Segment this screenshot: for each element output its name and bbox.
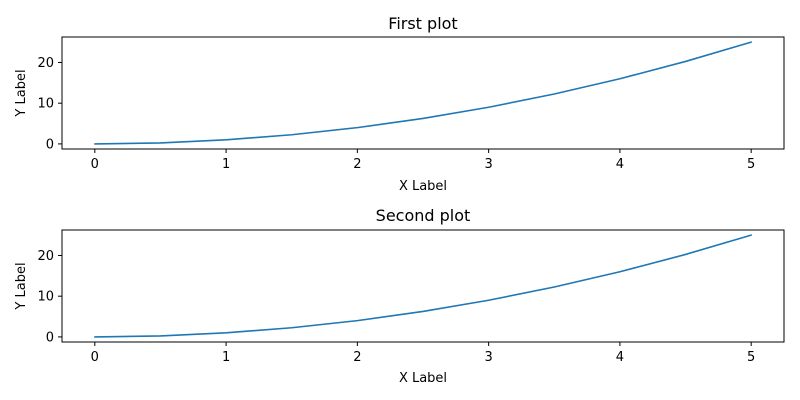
series-line (94, 234, 752, 338)
chart-title: Second plot (376, 206, 471, 225)
x-tick-label: 3 (484, 350, 492, 365)
x-tick-label: 2 (353, 350, 361, 365)
y-tick-label: 20 (37, 249, 54, 264)
x-tick-label: 4 (616, 350, 624, 365)
x-tick-label: 4 (616, 157, 624, 172)
y-axis-label: Y Label (14, 262, 29, 310)
tick-group: 0 1 2 3 4 5 0 10 20 (37, 56, 755, 172)
x-axis-label: X Label (399, 371, 447, 386)
x-tick-label: 1 (222, 157, 230, 172)
y-tick-label: 10 (37, 290, 54, 305)
chart-title: First plot (388, 14, 457, 33)
y-tick-label: 10 (37, 97, 54, 112)
x-tick-label: 5 (747, 350, 755, 365)
series-line (94, 41, 752, 145)
subplot-second: Second plot X Label Y Label 0 1 2 3 4 5 0 10 20 (14, 206, 785, 386)
y-tick-label: 20 (37, 56, 54, 71)
x-tick-label: 0 (91, 350, 99, 365)
x-tick-label: 3 (484, 157, 492, 172)
axes-frame (61, 229, 785, 343)
y-axis-label: Y Label (14, 69, 29, 117)
axes-frame (61, 36, 785, 150)
tick-group: 0 1 2 3 4 5 0 10 20 (37, 249, 755, 365)
y-tick-label: 0 (46, 330, 54, 345)
x-tick-label: 1 (222, 350, 230, 365)
subplot-first: First plot X Label Y Label 0 1 2 3 4 5 0 10 20 (14, 14, 785, 194)
x-tick-label: 0 (91, 157, 99, 172)
y-tick-label: 0 (46, 137, 54, 152)
x-axis-label: X Label (399, 179, 447, 194)
x-tick-label: 5 (747, 157, 755, 172)
x-tick-label: 2 (353, 157, 361, 172)
